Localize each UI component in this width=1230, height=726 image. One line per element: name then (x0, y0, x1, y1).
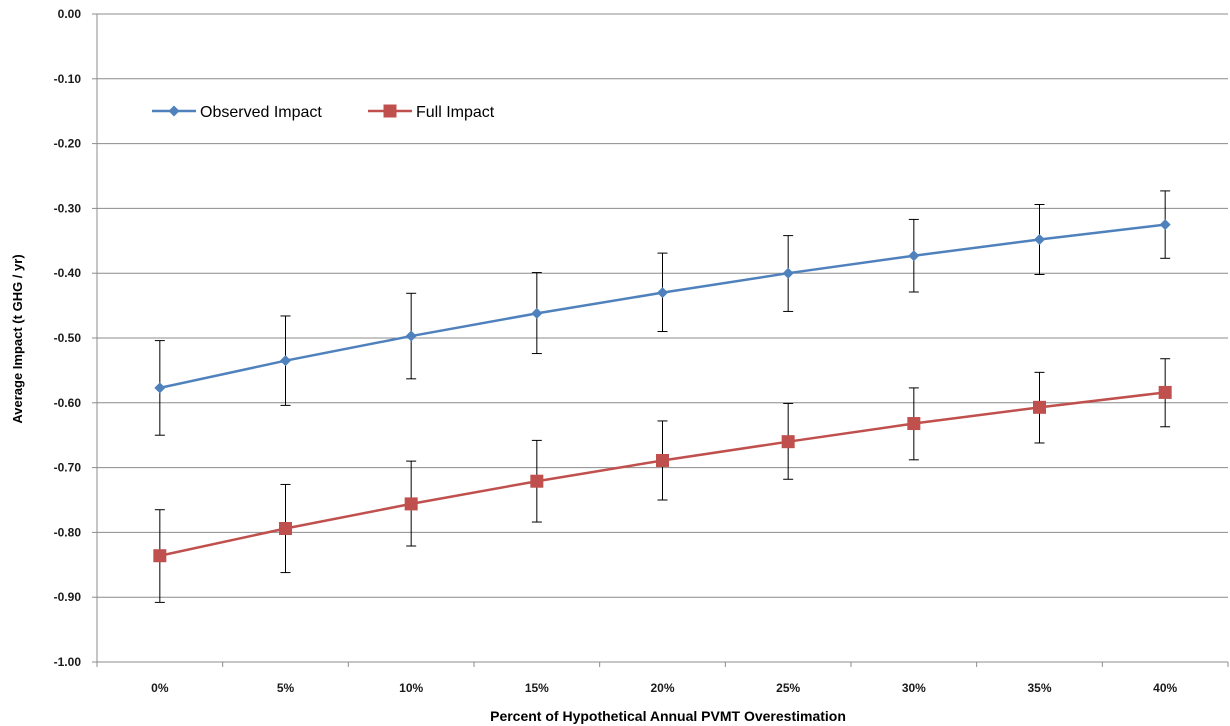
data-point (530, 474, 544, 488)
data-point (656, 453, 669, 467)
series (153, 190, 1172, 603)
x-tick-label: 15% (525, 681, 549, 695)
y-tick-label: -0.50 (54, 331, 82, 345)
legend-label: Observed Impact (200, 104, 322, 121)
data-point (1158, 385, 1172, 399)
data-point (657, 287, 668, 299)
x-tick-label: 10% (399, 681, 423, 695)
x-tick-label: 0% (151, 681, 169, 695)
x-tick-label: 5% (277, 681, 295, 695)
y-tick-labels: 0.00 -0.10 -0.20 -0.30 -0.40 -0.50 -0.60 -0.70 -… (54, 7, 82, 669)
data-point (531, 307, 543, 319)
legend-marker (168, 105, 180, 117)
y-tick-label: -0.60 (54, 396, 82, 410)
data-point (1159, 219, 1171, 231)
x-tick-label: 35% (1027, 681, 1051, 695)
legend-marker (383, 104, 397, 118)
data-point (1034, 234, 1045, 246)
y-tick-label: -0.80 (54, 525, 82, 539)
legend: Observed Impact Full Impact (152, 104, 495, 121)
legend-item-full-impact: Full Impact (368, 104, 495, 121)
data-point (907, 417, 921, 431)
data-point (154, 382, 166, 394)
data-point (279, 522, 292, 536)
y-tick-label: -0.70 (54, 461, 82, 475)
data-point (405, 330, 417, 342)
data-point (1033, 400, 1046, 414)
y-tick-label: -0.90 (54, 590, 82, 604)
axes (92, 13, 1229, 667)
y-tick-label: -0.40 (54, 266, 82, 280)
data-point (153, 549, 167, 563)
series-observed-impact (154, 190, 1171, 436)
x-tick-labels: 0% 5% 10% 15% 20% 25% 30% 35% 40% (151, 681, 1177, 695)
data-point (908, 250, 920, 262)
data-point (404, 497, 418, 511)
x-tick-label: 30% (902, 681, 926, 695)
x-tick-label: 40% (1153, 681, 1177, 695)
y-axis-title: Average Impact (t GHG / yr) (10, 254, 25, 423)
data-point (781, 435, 795, 449)
y-tick-label: 0.00 (58, 7, 82, 21)
x-axis-title: Percent of Hypothetical Annual PVMT Over… (490, 708, 846, 724)
legend-item-observed-impact: Observed Impact (152, 104, 322, 121)
legend-label: Full Impact (416, 104, 495, 121)
y-tick-label: -0.20 (54, 137, 82, 151)
data-point (782, 267, 794, 279)
series-full-impact (153, 358, 1172, 603)
y-tick-label: -0.10 (54, 72, 82, 86)
y-tick-label: -1.00 (54, 655, 82, 669)
x-tick-label: 20% (650, 681, 674, 695)
data-point (280, 355, 291, 367)
y-tick-label: -0.30 (54, 201, 82, 215)
x-tick-label: 25% (776, 681, 800, 695)
